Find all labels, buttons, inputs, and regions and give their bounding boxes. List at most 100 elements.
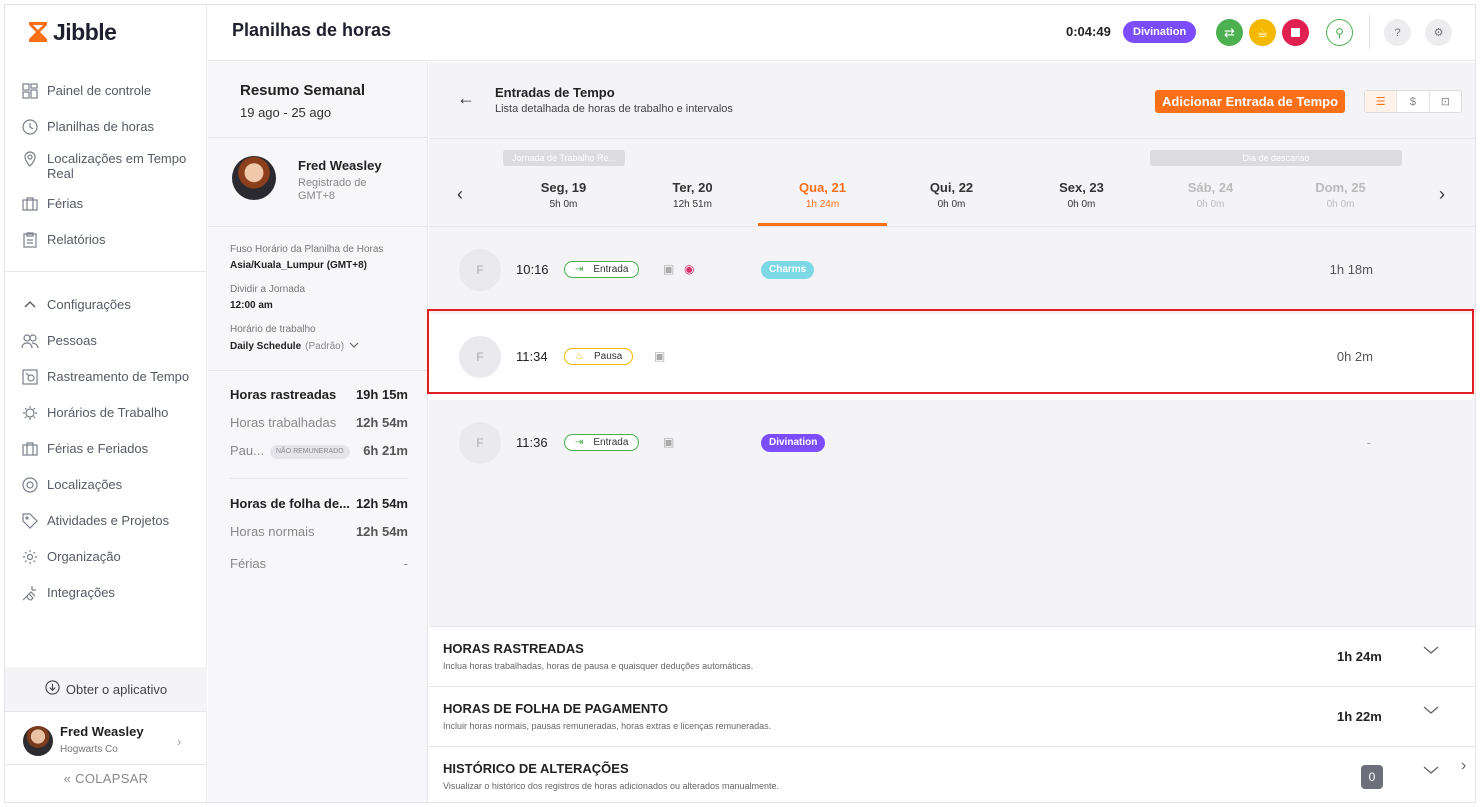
sidebar-item-dashboard[interactable]: Painel de controle [21,82,201,100]
entry-duration: 0h 2m [1336,349,1373,364]
time-entry-row[interactable]: F 10:16 ⇥ Entrada ▣ ◉ Charms 1h 18m [429,227,1475,313]
change-history-accordion[interactable]: HISTÓRICO DE ALTERAÇÕES Visualizar o his… [429,746,1475,802]
sidebar-item-live-locations[interactable]: Localizações em Tempo Real [21,150,201,181]
user-profile[interactable]: Fred Weasley Hogwarts Co › [5,711,207,765]
accordion-subtitle: Inclua horas trabalhadas, horas de pausa… [443,661,754,671]
sidebar-item-activities-projects[interactable]: Atividades e Projetos [21,512,201,530]
entry-time: 11:34 [516,349,548,364]
user-org: Hogwarts Co [60,744,118,755]
gear-icon [21,548,39,566]
next-week-icon[interactable]: › [1439,184,1445,204]
clock-in-icon: ⇥ [575,437,584,448]
chevron-right-icon[interactable]: › [1461,757,1467,774]
sidebar-item-work-schedules[interactable]: Horários de Trabalho [21,404,201,422]
chevron-down-icon [348,340,360,353]
sidebar-item-people[interactable]: Pessoas [21,332,201,350]
accordion-subtitle: Incluir horas normais, pausas remunerada… [443,721,772,731]
web-device-icon: ▣ [663,435,675,449]
entry-type-badge: ⇥ Entrada [564,434,640,451]
avatar [23,726,53,756]
sidebar-item-reports[interactable]: Relatórios [21,231,201,249]
add-time-entry-button[interactable]: Adicionar Entrada de Tempo [1155,90,1346,113]
break-button[interactable]: ☕ [1249,19,1276,46]
chevron-down-icon [1423,643,1439,661]
stat-worked-hours: Horas trabalhadas 12h 54m [230,415,408,430]
time-entry-row[interactable]: F 11:34 ♨ Pausa ▣ 0h 2m [429,314,1475,400]
map-pin-icon [21,150,39,168]
suitcase-icon [21,440,39,458]
stat-regular-hours: Horas normais 12h 54m [230,524,408,539]
sidebar-item-time-tracking[interactable]: Rastreamento de Tempo [21,368,201,386]
user-settings-icon: ⚙ [1433,27,1444,39]
tracked-hours-accordion[interactable]: HORAS RASTREADAS Inclua horas trabalhada… [429,626,1475,686]
top-header: Planilhas de horas 0:04:49 Divination ⇄ … [208,5,1475,61]
clipboard-icon [21,231,39,249]
list-view-icon[interactable]: ☰ [1365,91,1398,112]
location-pin-icon[interactable]: ◉ [684,262,695,276]
sidebar-item-locations[interactable]: Localizações [21,476,201,494]
time-entries-panel: ← Entradas de Tempo Lista detalhada de h… [429,62,1475,802]
tag-icon [21,512,39,530]
time-tracking-icon [21,368,39,386]
sidebar-settings-toggle[interactable]: Configurações [21,296,201,314]
day-tab-thu[interactable]: Qui, 22 0h 0m [887,180,1016,210]
payroll-hours-accordion[interactable]: HORAS DE FOLHA DE PAGAMENTO Incluir hora… [429,686,1475,746]
face-scan-icon[interactable]: ⊡ [1440,96,1450,108]
accordion-title: HISTÓRICO DE ALTERAÇÕES [443,761,629,776]
logo[interactable]: Jibble [27,19,117,45]
jibble-logo-icon [29,22,47,42]
schedule-value: Daily Schedule [230,341,302,352]
chevron-down-icon [1423,703,1439,721]
current-project-badge[interactable]: Divination [1123,21,1197,43]
person-name: Fred Weasley [298,158,382,173]
help-button[interactable]: ? [1384,19,1411,46]
prev-week-icon[interactable]: ‹ [457,184,463,204]
sidebar-item-integrations[interactable]: Integrações [21,584,201,602]
stop-button[interactable] [1282,19,1309,46]
app-window: Jibble Painel de controle Planilhas de h… [4,4,1476,803]
sidebar-item-leave-holidays[interactable]: Férias e Feriados [21,440,201,458]
day-tab-tue[interactable]: Ter, 20 12h 51m [628,180,757,210]
time-entry-row[interactable]: F 11:36 ⇥ Entrada ▣ Divination - [429,400,1475,486]
divider [208,370,428,371]
clock-in-user-button[interactable]: ⚲ [1326,19,1353,46]
switch-activity-button[interactable]: ⇄ [1216,19,1243,46]
stat-label: Horas rastreadas [230,387,337,402]
get-app-button[interactable]: Obter o aplicativo [5,667,207,711]
coffee-icon: ☕ [1256,24,1269,40]
stat-value: 6h 21m [363,443,408,458]
sidebar-item-leave[interactable]: Férias [21,195,201,213]
workday-tag: Jornada de Trabalho Re... [503,150,625,166]
schedule-dropdown[interactable]: Daily Schedule (Padrão) [230,340,360,353]
people-icon [21,332,39,350]
collapse-button[interactable]: « COLAPSAR [5,771,207,786]
sidebar-item-timesheets[interactable]: Planilhas de horas [21,118,201,136]
coffee-icon: ♨ [575,351,584,362]
user-clock-icon: ⚲ [1335,25,1344,40]
entry-type-label: Pausa [593,351,623,362]
sidebar-item-label: Integrações [47,585,115,600]
double-chevron-left-icon: « [63,771,72,786]
stat-label: Férias [230,556,267,571]
day-hours: 1h 24m [805,199,840,210]
switch-icon: ⇄ [1224,24,1235,40]
profile-settings-button[interactable]: ⚙ [1425,19,1452,46]
day-name: Qua, 21 [799,180,846,195]
day-tab-mon[interactable]: Seg, 19 5h 0m [499,180,628,210]
stat-value: 12h 54m [355,496,408,511]
day-tab-sun[interactable]: Dom, 25 0h 0m [1276,180,1405,210]
sidebar-item-organization[interactable]: Organização [21,548,201,566]
sidebar-item-label: Atividades e Projetos [47,513,170,528]
avatar [232,156,276,200]
day-tab-sat[interactable]: Sáb, 24 0h 0m [1146,180,1275,210]
day-hours: 0h 0m [1196,199,1225,210]
payroll-view-icon[interactable]: $ [1397,91,1430,112]
entry-project-badge: Charms [761,261,815,279]
stat-value: - [403,556,408,571]
day-tab-wed[interactable]: Qua, 21 1h 24m [758,180,887,226]
day-hours: 5h 0m [549,199,578,210]
sidebar-item-label: Rastreamento de Tempo [47,369,190,384]
day-tab-fri[interactable]: Sex, 23 0h 0m [1017,180,1146,210]
back-arrow-icon[interactable]: ← [457,88,475,108]
day-hours: 0h 0m [937,199,966,210]
